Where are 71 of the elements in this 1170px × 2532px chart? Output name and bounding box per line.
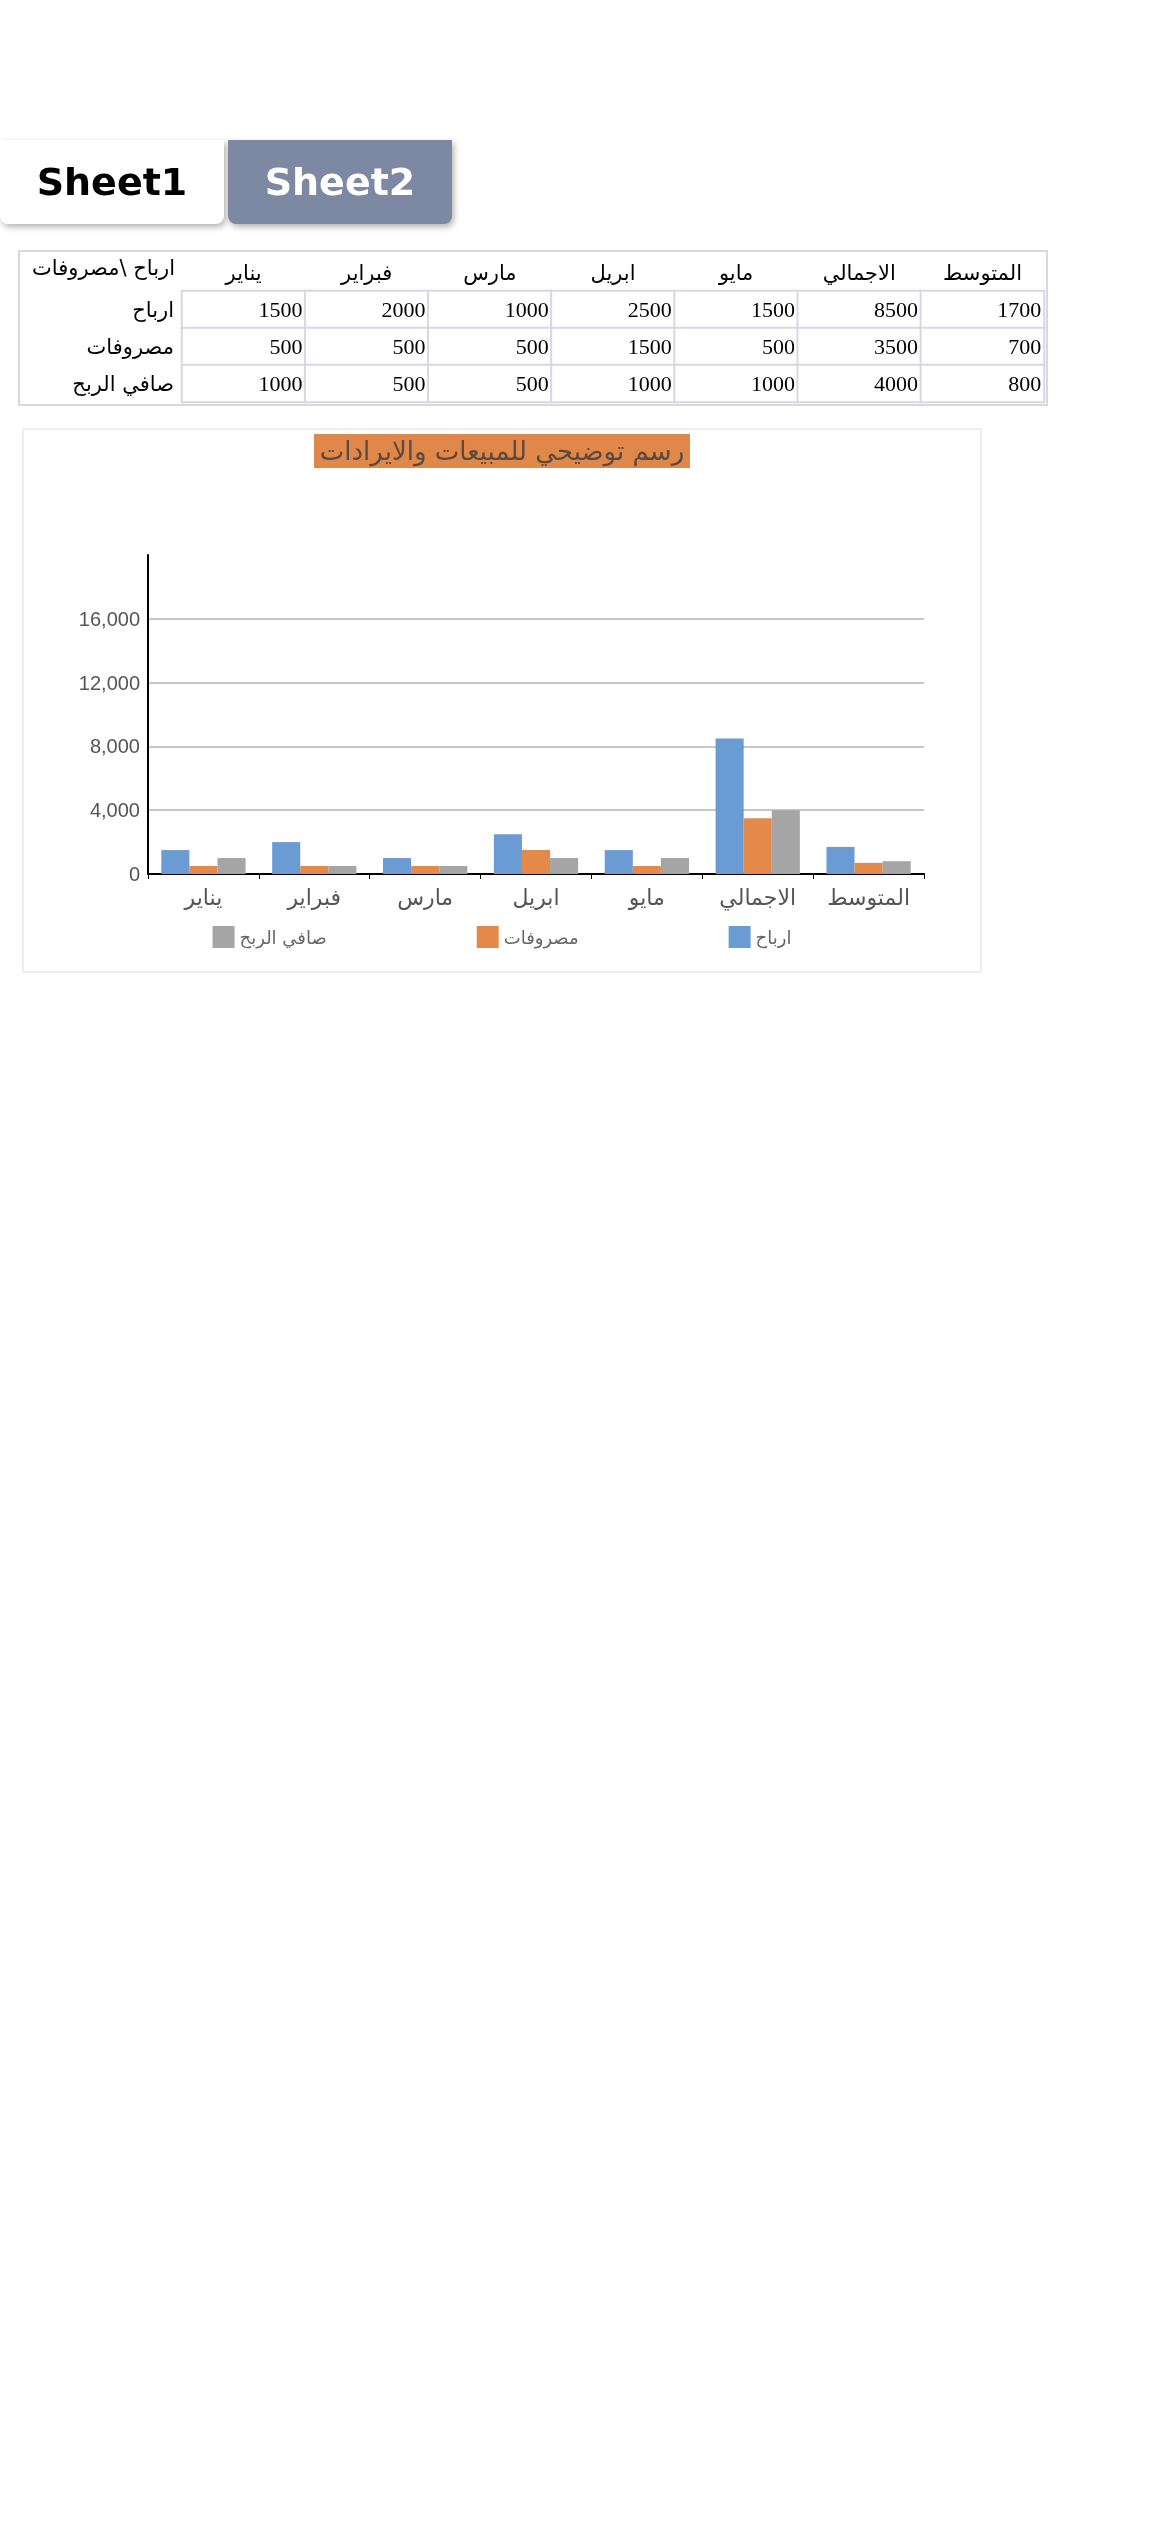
x-tick-label: مارس: [397, 884, 454, 911]
legend-label: مصروفات: [503, 926, 579, 949]
bar: [826, 846, 855, 874]
data-label: 1000: [504, 297, 549, 322]
bar: [217, 858, 246, 874]
x-tick-label: يناير: [183, 884, 223, 910]
x-tick-label: مايو: [627, 884, 665, 910]
data-label: 500: [392, 371, 426, 396]
text: Sheet1: [0, 140, 224, 224]
data-label: 1000: [627, 371, 672, 396]
x-tick-label: فبراير: [340, 260, 393, 285]
bar: [632, 866, 661, 874]
bar: [550, 858, 579, 874]
data-label: 2000: [381, 297, 426, 322]
bar: [743, 818, 772, 874]
x-tick-label: فبراير: [286, 884, 342, 910]
x-tick-label: ابريل: [590, 260, 636, 285]
data-label: 3500: [874, 334, 919, 359]
bar: [771, 810, 800, 874]
y-tick-label: 8,000: [89, 735, 140, 758]
x-tick-label: مارس: [463, 260, 517, 285]
data-label: 500: [761, 334, 795, 359]
data-label: 4000: [874, 371, 919, 396]
x-tick-label: المتوسط: [827, 884, 910, 910]
x-tick-label: ابريل: [512, 884, 560, 910]
chart-title: رسم توضيحي للمبيعات والايرادات: [313, 434, 691, 468]
bar: [521, 850, 551, 874]
x-tick-label: المتوسط: [942, 260, 1022, 285]
bar: [161, 850, 190, 874]
bar: [882, 861, 911, 874]
legend-label: ارباح: [755, 926, 792, 949]
y-tick-label: مصروفات: [86, 334, 174, 359]
text: Sheet2: [228, 140, 452, 224]
y-tick-label: 4,000: [89, 799, 140, 822]
data-label: 500: [515, 371, 549, 396]
bar: [439, 866, 468, 874]
data-label: 1700: [997, 297, 1042, 322]
bar: [660, 858, 689, 874]
data-label: 1000: [258, 371, 303, 396]
bar: [189, 866, 218, 874]
data-label: 1500: [750, 297, 795, 322]
bar: [854, 862, 883, 874]
x-tick-label: يناير: [224, 260, 262, 285]
x-tick-label: الاجمالي: [719, 884, 797, 911]
y-tick-label: 0: [128, 863, 140, 885]
y-tick-label: 12,000: [78, 671, 140, 694]
legend-label: صافي الربح: [239, 926, 327, 949]
x-tick-label: مايو: [717, 260, 754, 285]
data-label: 8500: [874, 297, 919, 322]
data-label: 800: [1008, 371, 1042, 396]
data-label: 1000: [750, 371, 795, 396]
bar: [272, 842, 301, 874]
data-label: 700: [1008, 334, 1042, 359]
bar: [383, 858, 412, 874]
x-tick-label: الاجمالي: [822, 260, 896, 285]
bar: [604, 850, 633, 874]
data-label: 1500: [627, 334, 672, 359]
bar: [300, 866, 329, 874]
bar: [715, 738, 744, 874]
data-label: 500: [392, 334, 426, 359]
data-label: 500: [269, 334, 303, 359]
text: ارباح \مصروفات: [20, 254, 180, 287]
y-tick-label: صافي الربح: [72, 371, 174, 396]
bar: [493, 834, 522, 874]
data-label: 1500: [258, 297, 303, 322]
data-label: 500: [515, 334, 549, 359]
y-tick-label: 16,000: [78, 607, 140, 630]
data-label: 2500: [627, 297, 672, 322]
bar: [328, 866, 357, 874]
y-tick-label: ارباح: [132, 297, 174, 322]
bar: [411, 866, 440, 874]
